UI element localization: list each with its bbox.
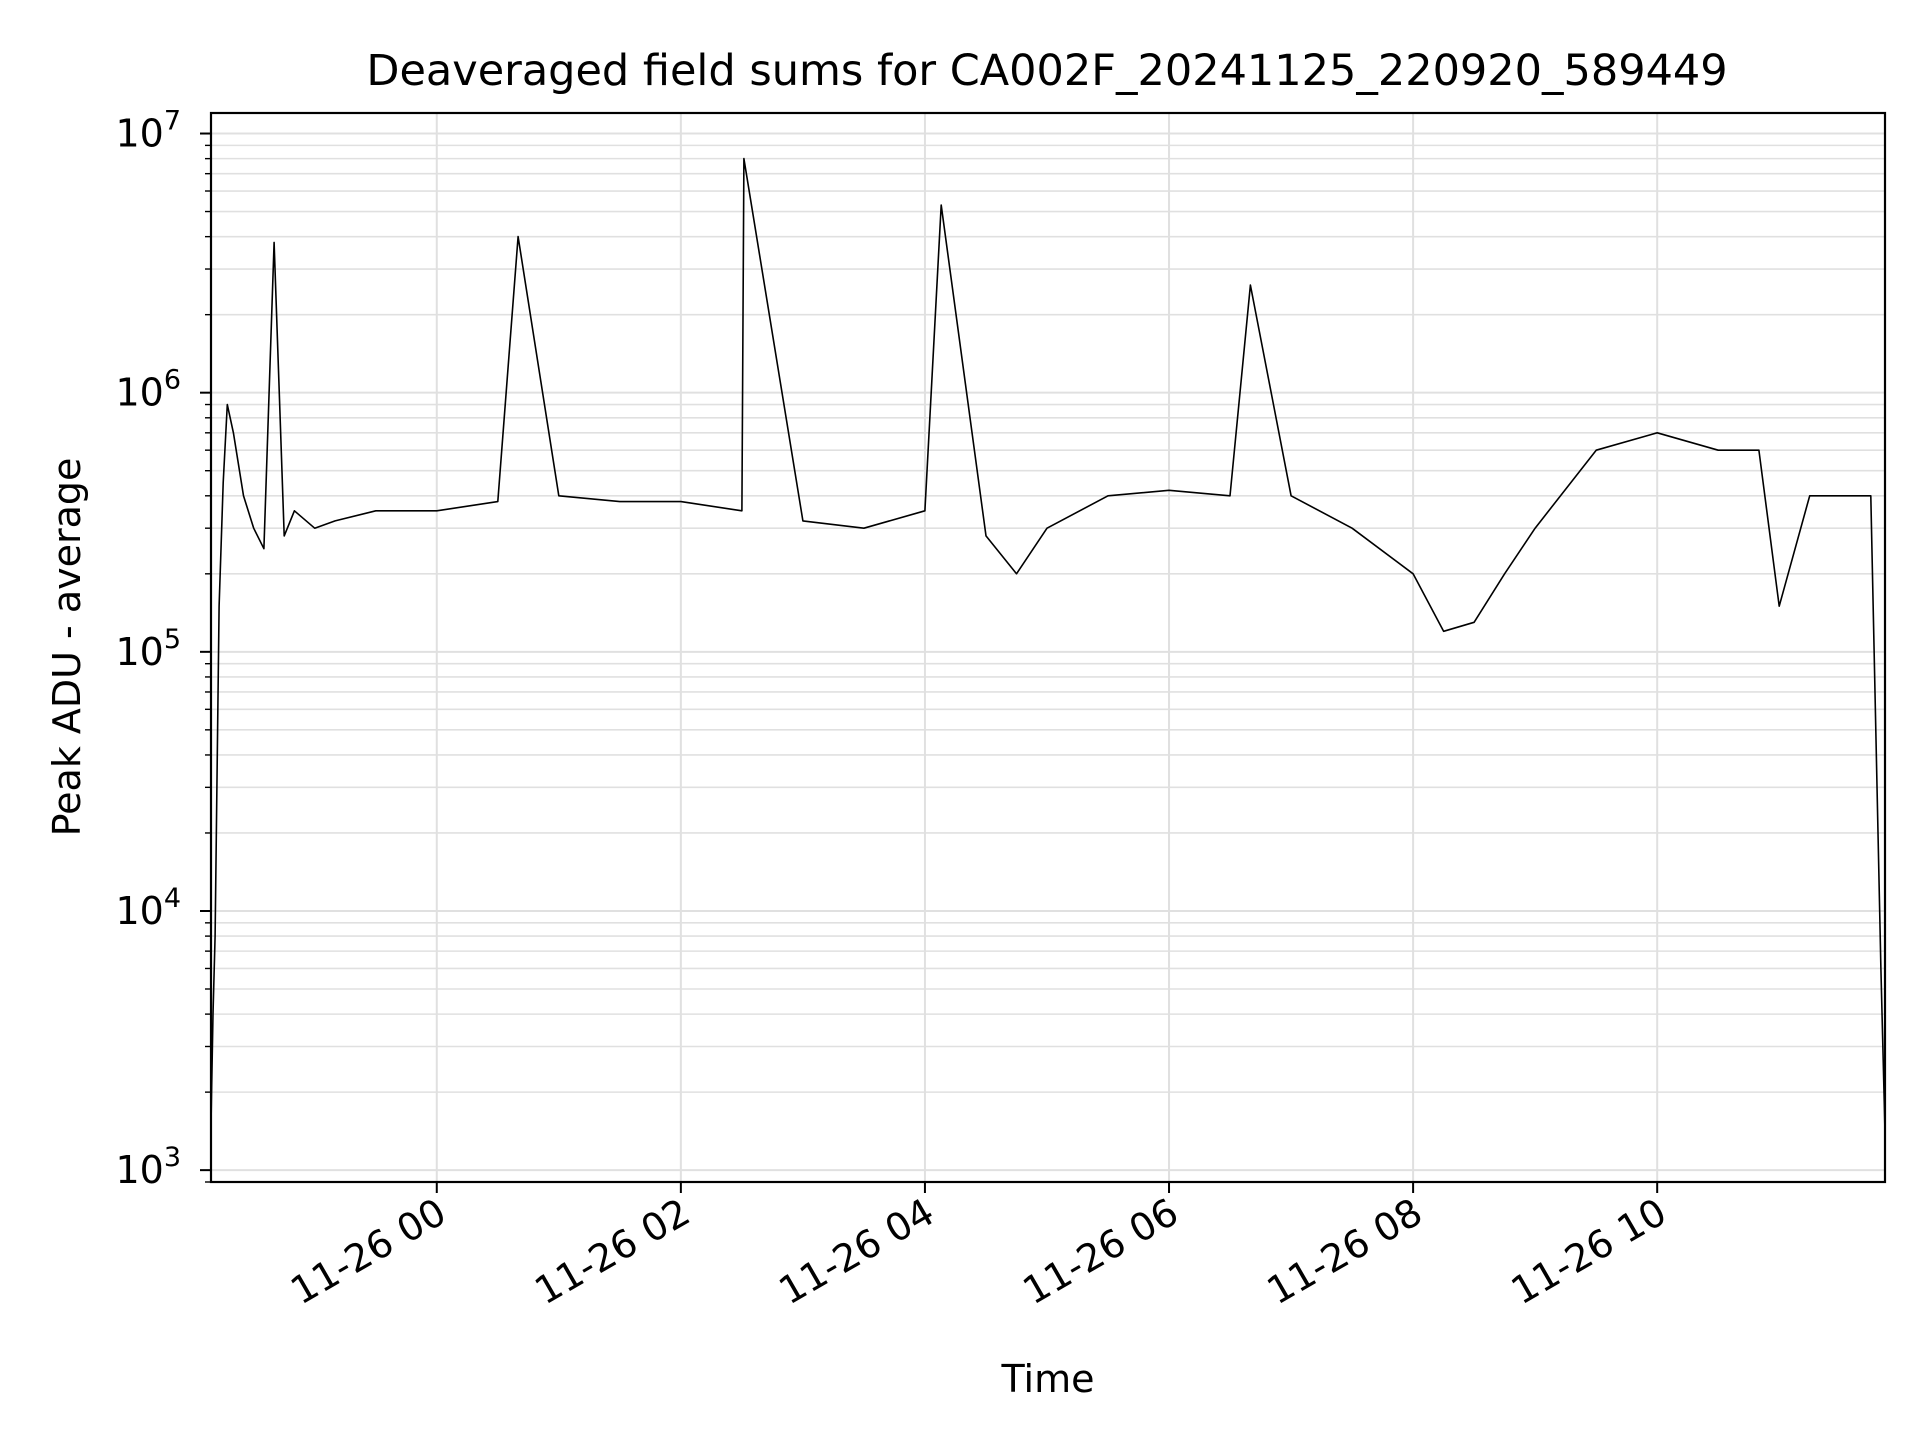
y-tick-base: 10 [115,630,163,674]
y-tick-exponent: 5 [164,624,181,655]
y-tick-exponent: 3 [164,1142,181,1173]
y-axis-label: Peak ADU - average [45,458,89,837]
y-tick-base: 10 [115,371,163,415]
y-tick-label: 106 [115,365,181,415]
plot-frame [209,111,1887,1184]
y-tick-base: 10 [115,1148,163,1192]
x-axis-label: Time [1001,1357,1095,1401]
y-tick-exponent: 4 [164,883,181,914]
y-tick-exponent: 7 [164,106,181,137]
y-tick-label: 104 [115,883,181,933]
y-tick-label: 103 [115,1142,181,1192]
series-line [210,157,1886,1133]
y-tick-label: 107 [115,106,181,156]
y-tick-exponent: 6 [164,365,181,396]
y-tick-base: 10 [115,112,163,156]
series-layer [210,157,1886,1133]
y-tick-base: 10 [115,889,163,933]
y-tick-label: 105 [115,624,181,674]
chart-title: Deaveraged field sums for CA002F_2024112… [366,46,1727,96]
